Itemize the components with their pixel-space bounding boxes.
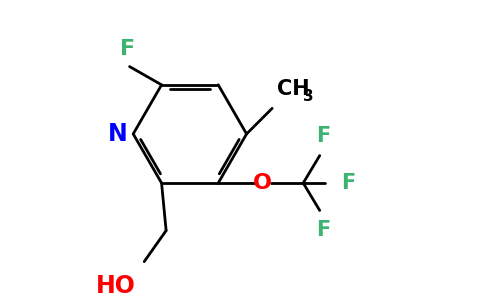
Text: 3: 3 (303, 89, 314, 104)
Text: O: O (253, 173, 272, 193)
Text: F: F (341, 173, 355, 193)
Text: HO: HO (96, 274, 136, 298)
Text: F: F (316, 220, 331, 241)
Text: F: F (316, 125, 331, 146)
Text: N: N (108, 122, 128, 146)
Text: F: F (120, 39, 136, 59)
Text: CH: CH (277, 79, 309, 99)
